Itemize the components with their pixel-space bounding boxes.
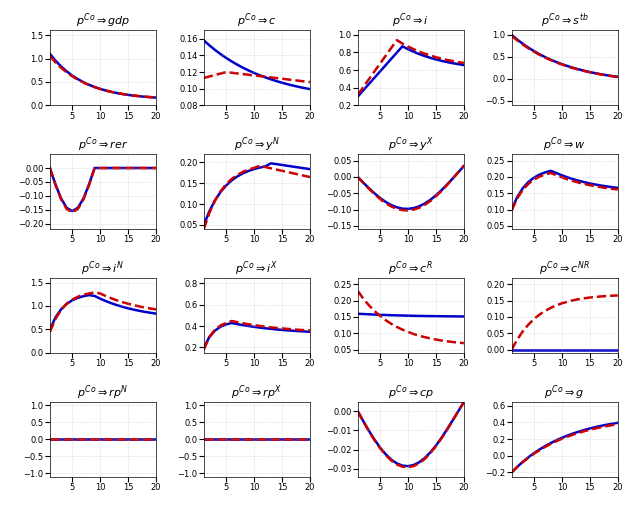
Title: $p^{Co} \Rightarrow y^{N}$: $p^{Co} \Rightarrow y^{N}$: [233, 135, 280, 154]
Title: $p^{Co} \Rightarrow rer$: $p^{Co} \Rightarrow rer$: [78, 135, 128, 154]
Title: $p^{Co} \Rightarrow g$: $p^{Co} \Rightarrow g$: [545, 383, 585, 402]
Title: $p^{Co} \Rightarrow c^{NR}$: $p^{Co} \Rightarrow c^{NR}$: [539, 259, 590, 278]
Title: $p^{Co} \Rightarrow rp^{X}$: $p^{Co} \Rightarrow rp^{X}$: [232, 383, 283, 402]
Title: $p^{Co} \Rightarrow y^{X}$: $p^{Co} \Rightarrow y^{X}$: [388, 135, 434, 154]
Title: $p^{Co} \Rightarrow w$: $p^{Co} \Rightarrow w$: [544, 135, 586, 154]
Title: $p^{Co} \Rightarrow c$: $p^{Co} \Rightarrow c$: [237, 12, 277, 30]
Title: $p^{Co} \Rightarrow s^{tb}$: $p^{Co} \Rightarrow s^{tb}$: [541, 12, 588, 30]
Title: $p^{Co} \Rightarrow i^{X}$: $p^{Co} \Rightarrow i^{X}$: [235, 259, 278, 278]
Title: $p^{Co} \Rightarrow gdp$: $p^{Co} \Rightarrow gdp$: [76, 12, 130, 30]
Title: $p^{Co} \Rightarrow c^{R}$: $p^{Co} \Rightarrow c^{R}$: [388, 259, 433, 278]
Title: $p^{Co} \Rightarrow cp$: $p^{Co} \Rightarrow cp$: [388, 383, 434, 402]
Title: $p^{Co} \Rightarrow rp^{N}$: $p^{Co} \Rightarrow rp^{N}$: [77, 383, 129, 402]
Title: $p^{Co} \Rightarrow i^{N}$: $p^{Co} \Rightarrow i^{N}$: [81, 259, 125, 278]
Title: $p^{Co} \Rightarrow i$: $p^{Co} \Rightarrow i$: [392, 12, 429, 30]
